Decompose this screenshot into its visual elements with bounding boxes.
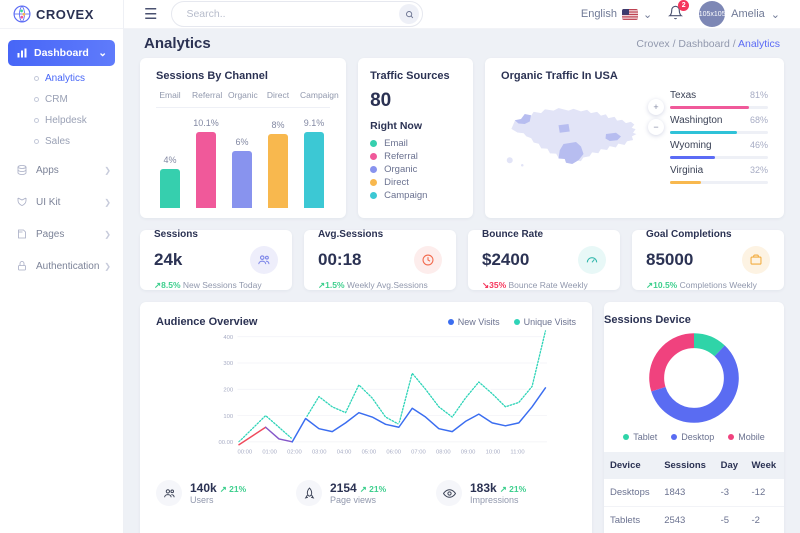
svg-text:03:00: 03:00: [312, 450, 327, 456]
svg-text:05:00: 05:00: [362, 450, 377, 456]
svg-text:10:00: 10:00: [486, 450, 501, 456]
svg-text:02:00: 02:00: [287, 450, 302, 456]
svg-text:100: 100: [223, 414, 233, 420]
svg-text:00.00: 00.00: [219, 440, 234, 446]
svg-text:300: 300: [223, 361, 233, 367]
svg-text:11:00: 11:00: [510, 450, 525, 456]
svg-text:07:00: 07:00: [411, 450, 426, 456]
svg-text:06:00: 06:00: [386, 450, 401, 456]
svg-text:01:00: 01:00: [262, 450, 277, 456]
svg-text:09:00: 09:00: [461, 450, 476, 456]
svg-text:00:00: 00:00: [238, 450, 253, 456]
svg-text:400: 400: [223, 335, 233, 341]
svg-text:08:00: 08:00: [436, 450, 451, 456]
svg-text:200: 200: [223, 387, 233, 393]
svg-text:04:00: 04:00: [337, 450, 352, 456]
